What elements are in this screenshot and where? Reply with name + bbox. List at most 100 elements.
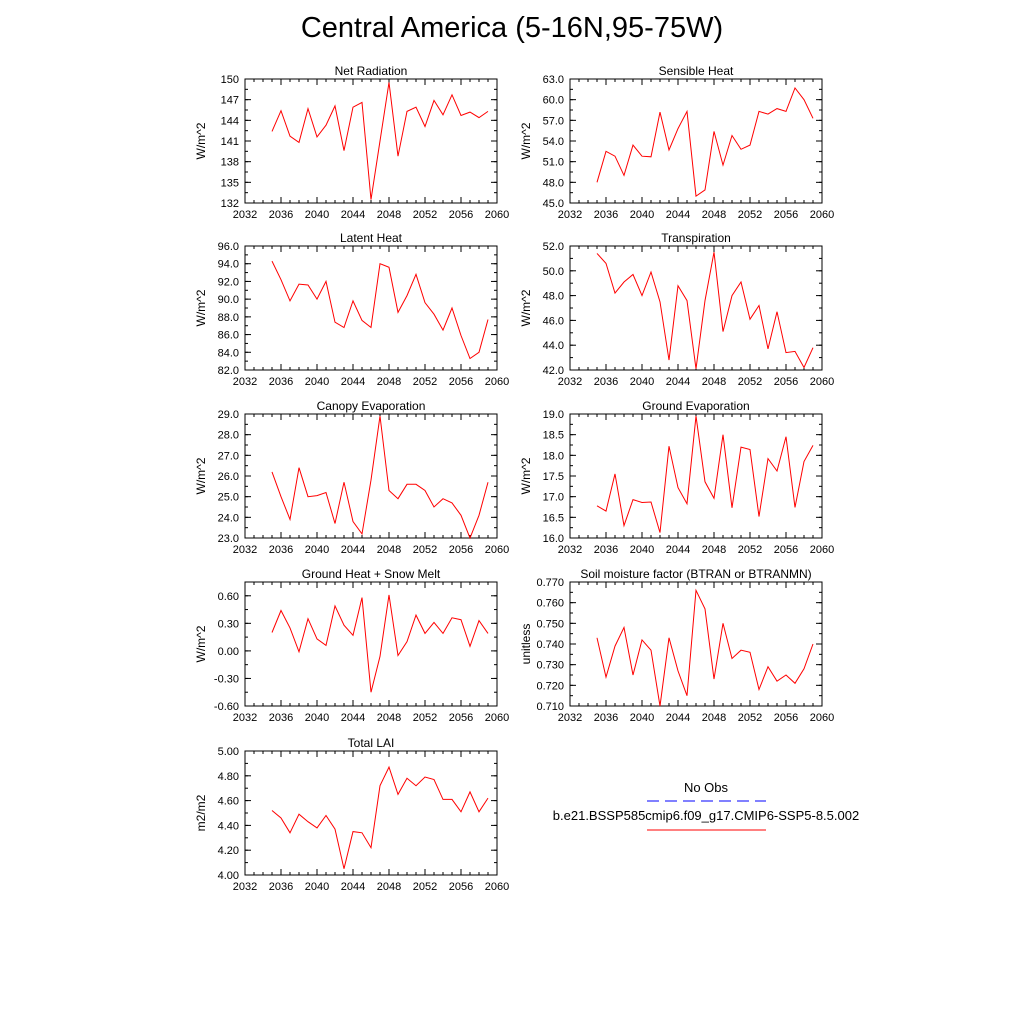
x-tick-label: 2036 xyxy=(269,544,293,556)
y-tick-label: 24.0 xyxy=(218,512,239,524)
plot-frame xyxy=(569,245,823,371)
y-tick-label: 4.20 xyxy=(218,845,239,857)
series-line xyxy=(596,416,814,533)
y-tick-label: 150 xyxy=(221,74,239,86)
chart-panel: Latent Heat W/m^2 2032 2036 2040 2044 2048 2052… xyxy=(194,231,509,388)
y-tick-label: 94.0 xyxy=(218,259,239,271)
y-tick-label: 0.720 xyxy=(536,680,564,692)
x-tick-label: 2032 xyxy=(558,544,582,556)
x-tick-label: 2040 xyxy=(630,712,654,724)
y-tick-label: 28.0 xyxy=(218,430,239,442)
y-tick-label: 51.0 xyxy=(543,157,564,169)
y-tick-label: 0.710 xyxy=(536,701,564,713)
x-tick-label: 2048 xyxy=(377,376,401,388)
x-tick-label: 2032 xyxy=(233,544,257,556)
y-tick-label: 0.730 xyxy=(536,660,564,672)
x-tick-label: 2040 xyxy=(305,209,329,221)
y-tick-label: 4.80 xyxy=(218,771,239,783)
chart-panel: Transpiration W/m^2 2032 2036 2040 2044 2048 20… xyxy=(519,231,834,388)
y-tick-label: 82.0 xyxy=(218,365,239,377)
series-line xyxy=(271,765,489,869)
y-tick-label: 141 xyxy=(221,136,239,148)
y-tick-label: 0.750 xyxy=(536,618,564,630)
y-axis-label: W/m^2 xyxy=(194,289,208,326)
y-tick-label: 4.00 xyxy=(218,870,239,882)
x-tick-label: 2044 xyxy=(341,376,365,388)
chart-panel: Sensible Heat W/m^2 2032 2036 2040 2044 2048 20… xyxy=(519,64,834,221)
y-tick-label: 44.0 xyxy=(543,340,564,352)
x-tick-label: 2036 xyxy=(269,209,293,221)
series-line xyxy=(596,86,814,197)
page-title: Central America (5-16N,95-75W) xyxy=(300,12,724,44)
chart-panel: Total LAI m2/m2 2032 2036 2040 2044 2048 2052 20… xyxy=(194,736,509,893)
y-tick-label: 96.0 xyxy=(218,241,239,253)
x-tick-label: 2052 xyxy=(738,712,762,724)
x-tick-label: 2052 xyxy=(413,209,437,221)
y-tick-label: 26.0 xyxy=(218,471,239,483)
y-axis-label: unitless xyxy=(519,624,533,665)
x-tick-label: 2056 xyxy=(449,209,473,221)
x-tick-label: 2056 xyxy=(449,376,473,388)
y-tick-label: 4.60 xyxy=(218,796,239,808)
series-line xyxy=(271,594,489,693)
x-tick-label: 2060 xyxy=(485,376,509,388)
x-tick-label: 2044 xyxy=(341,209,365,221)
y-tick-label: -0.60 xyxy=(214,701,239,713)
chart-panel: Canopy Evaporation W/m^2 2032 2036 2040 2044 2… xyxy=(194,399,509,556)
y-tick-label: 132 xyxy=(221,198,239,210)
y-tick-label: 0.760 xyxy=(536,598,564,610)
y-tick-label: 0.770 xyxy=(536,577,564,589)
chart-title: Latent Heat xyxy=(340,231,403,245)
y-tick-label: 57.0 xyxy=(543,115,564,127)
chart-panel: Soil moisture factor (BTRAN or BTRANMN) u… xyxy=(519,567,834,724)
y-tick-label: 88.0 xyxy=(218,312,239,324)
x-tick-label: 2052 xyxy=(413,376,437,388)
y-tick-label: 25.0 xyxy=(218,492,239,504)
x-tick-label: 2052 xyxy=(413,544,437,556)
x-tick-label: 2040 xyxy=(305,376,329,388)
x-tick-label: 2040 xyxy=(305,544,329,556)
x-tick-label: 2040 xyxy=(630,544,654,556)
y-tick-label: 18.5 xyxy=(543,430,564,442)
x-tick-label: 2048 xyxy=(377,712,401,724)
chart-panels: Net Radiation W/m^2 2032 2036 2040 2044 2048 20… xyxy=(194,64,834,893)
y-tick-label: 42.0 xyxy=(543,365,564,377)
x-tick-label: 2044 xyxy=(341,712,365,724)
y-axis-label: W/m^2 xyxy=(194,122,208,159)
series-line xyxy=(271,82,489,200)
y-tick-label: 144 xyxy=(221,115,239,127)
series-line xyxy=(271,260,489,360)
x-tick-label: 2052 xyxy=(738,376,762,388)
y-tick-label: 60.0 xyxy=(543,95,564,107)
x-tick-label: 2032 xyxy=(558,712,582,724)
x-tick-label: 2036 xyxy=(269,376,293,388)
y-tick-label: 27.0 xyxy=(218,450,239,462)
chart-panel: Ground Evaporation W/m^2 2032 2036 2040 2044 2… xyxy=(519,399,834,556)
y-tick-label: 84.0 xyxy=(218,347,239,359)
x-tick-label: 2060 xyxy=(485,544,509,556)
x-tick-label: 2036 xyxy=(594,544,618,556)
y-axis-label: W/m^2 xyxy=(519,289,533,326)
x-tick-label: 2044 xyxy=(666,712,690,724)
x-tick-label: 2044 xyxy=(666,376,690,388)
plot-frame xyxy=(244,78,498,204)
x-tick-label: 2056 xyxy=(449,544,473,556)
y-tick-label: 45.0 xyxy=(543,198,564,210)
x-tick-label: 2044 xyxy=(666,544,690,556)
y-tick-label: 52.0 xyxy=(543,241,564,253)
y-tick-label: 16.0 xyxy=(543,533,564,545)
x-tick-label: 2032 xyxy=(233,712,257,724)
chart-title: Total LAI xyxy=(348,736,395,750)
plot-frame xyxy=(569,413,823,539)
x-tick-label: 2040 xyxy=(305,712,329,724)
x-tick-label: 2052 xyxy=(413,712,437,724)
x-tick-label: 2052 xyxy=(738,544,762,556)
x-tick-label: 2036 xyxy=(269,712,293,724)
x-tick-label: 2048 xyxy=(377,544,401,556)
x-tick-label: 2032 xyxy=(233,209,257,221)
x-tick-label: 2032 xyxy=(558,376,582,388)
x-tick-label: 2032 xyxy=(233,881,257,893)
x-tick-label: 2052 xyxy=(738,209,762,221)
y-tick-label: 147 xyxy=(221,95,239,107)
